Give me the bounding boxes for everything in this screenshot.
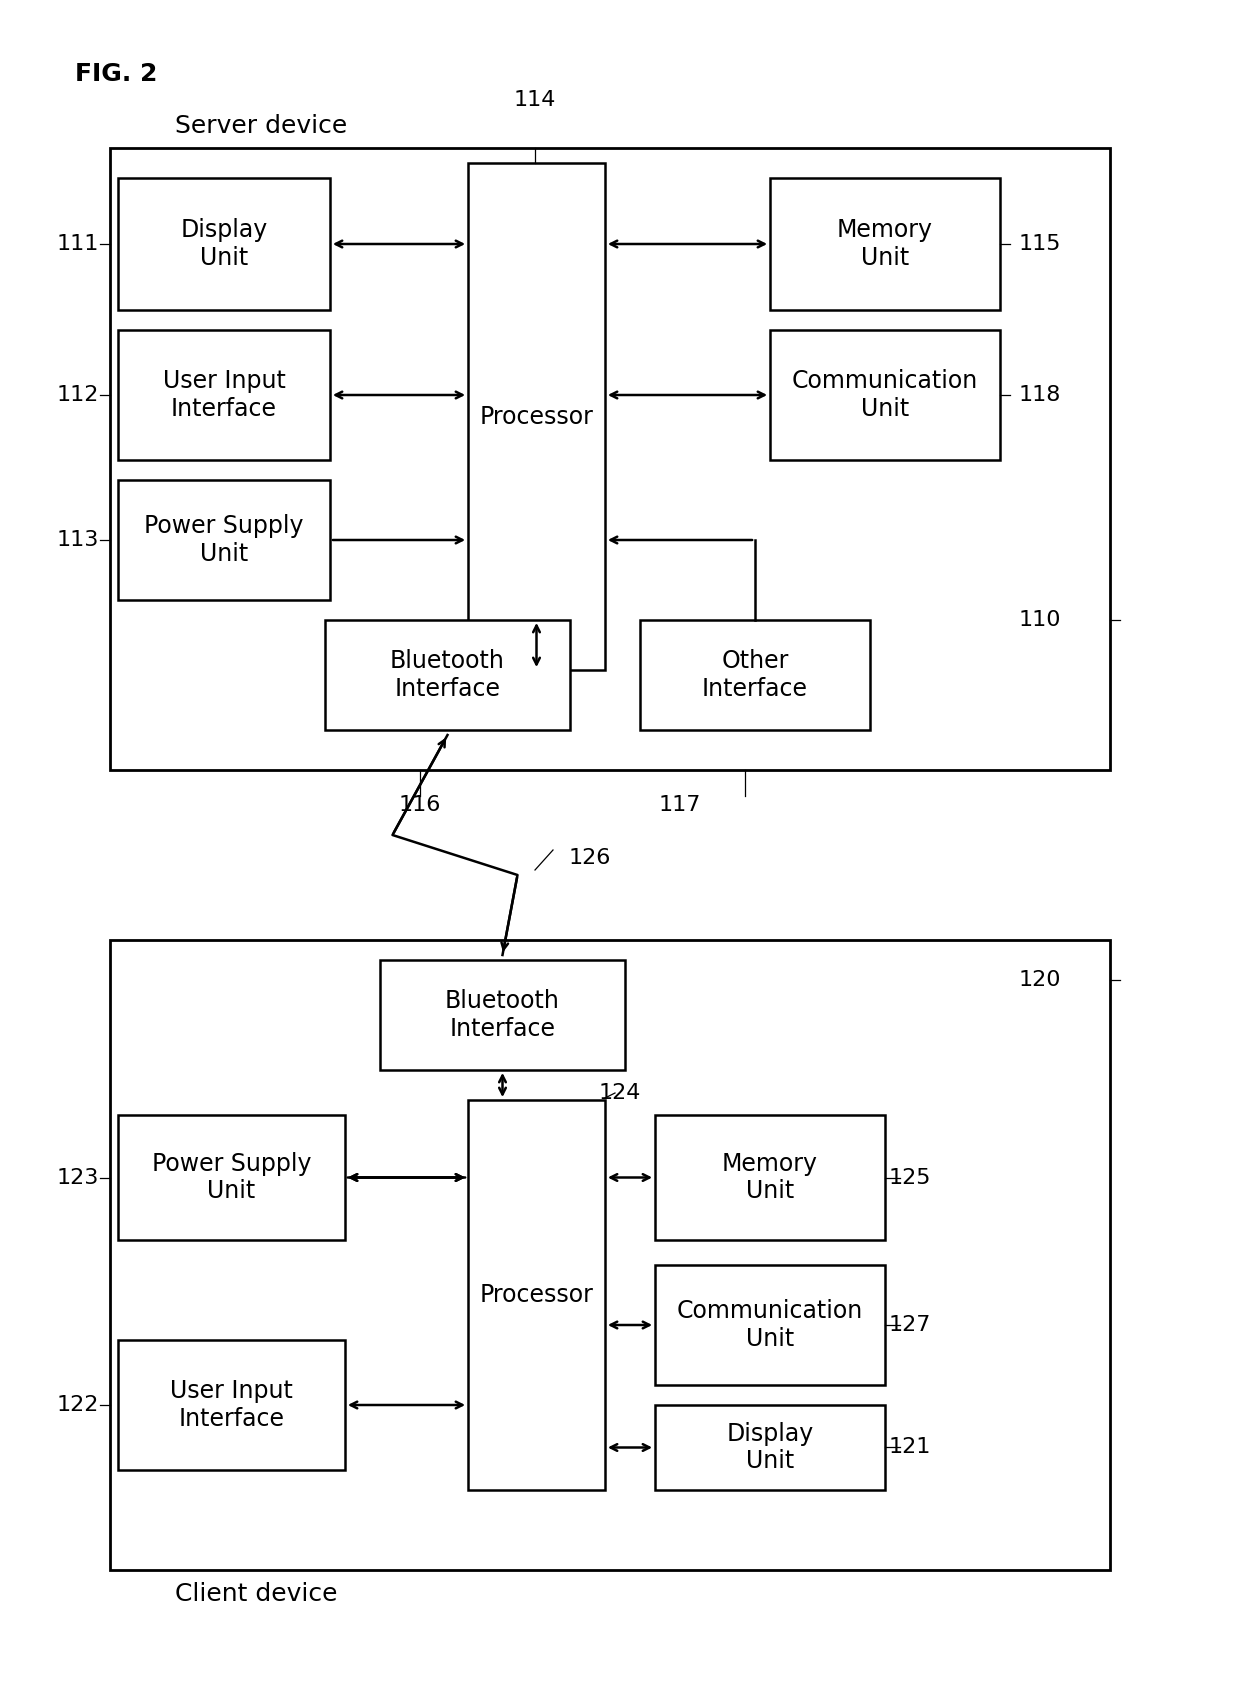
Text: Server device: Server device: [175, 114, 347, 138]
Text: 113: 113: [57, 530, 99, 550]
Text: Bluetooth
Interface: Bluetooth Interface: [445, 988, 560, 1041]
Text: Power Supply
Unit: Power Supply Unit: [151, 1152, 311, 1203]
Text: Display
Unit: Display Unit: [180, 218, 268, 269]
Text: 120: 120: [1019, 970, 1061, 990]
Text: Communication
Unit: Communication Unit: [792, 370, 978, 421]
Text: 110: 110: [1019, 610, 1061, 630]
Text: 123: 123: [57, 1167, 99, 1188]
Text: 114: 114: [513, 90, 557, 111]
Text: Memory
Unit: Memory Unit: [837, 218, 932, 269]
Text: Processor: Processor: [480, 1283, 594, 1307]
Bar: [655, 1114, 885, 1241]
Text: Memory
Unit: Memory Unit: [722, 1152, 818, 1203]
Text: 124: 124: [599, 1084, 641, 1102]
Text: Client device: Client device: [175, 1581, 337, 1605]
Text: User Input
Interface: User Input Interface: [170, 1379, 293, 1431]
Bar: [118, 331, 330, 460]
Bar: [655, 1406, 885, 1489]
Text: 122: 122: [57, 1396, 99, 1414]
Bar: [118, 177, 330, 310]
Text: 118: 118: [1019, 385, 1061, 406]
Text: Power Supply
Unit: Power Supply Unit: [144, 515, 304, 566]
Text: 127: 127: [889, 1315, 931, 1334]
Text: 117: 117: [658, 796, 701, 815]
Text: 112: 112: [57, 385, 99, 406]
Text: Other
Interface: Other Interface: [702, 649, 808, 700]
Bar: [770, 177, 999, 310]
Bar: [325, 620, 570, 729]
Bar: [379, 959, 625, 1070]
Text: 111: 111: [57, 233, 99, 254]
Bar: [770, 331, 999, 460]
Text: User Input
Interface: User Input Interface: [162, 370, 285, 421]
Bar: [118, 481, 330, 600]
Text: FIG. 2: FIG. 2: [74, 61, 157, 85]
Bar: [118, 1339, 345, 1471]
Text: Processor: Processor: [480, 404, 594, 428]
Bar: [640, 620, 870, 729]
Text: 116: 116: [399, 796, 441, 815]
Bar: [110, 148, 1110, 770]
Text: 121: 121: [889, 1436, 931, 1457]
Bar: [110, 941, 1110, 1569]
Bar: [118, 1114, 345, 1241]
Text: 126: 126: [569, 849, 611, 867]
Bar: [467, 1101, 605, 1489]
Bar: [467, 164, 605, 670]
Bar: [655, 1264, 885, 1385]
Text: Display
Unit: Display Unit: [727, 1421, 813, 1474]
Text: Bluetooth
Interface: Bluetooth Interface: [391, 649, 505, 700]
Text: 125: 125: [889, 1167, 931, 1188]
Text: 115: 115: [1019, 233, 1061, 254]
Text: Communication
Unit: Communication Unit: [677, 1298, 863, 1351]
